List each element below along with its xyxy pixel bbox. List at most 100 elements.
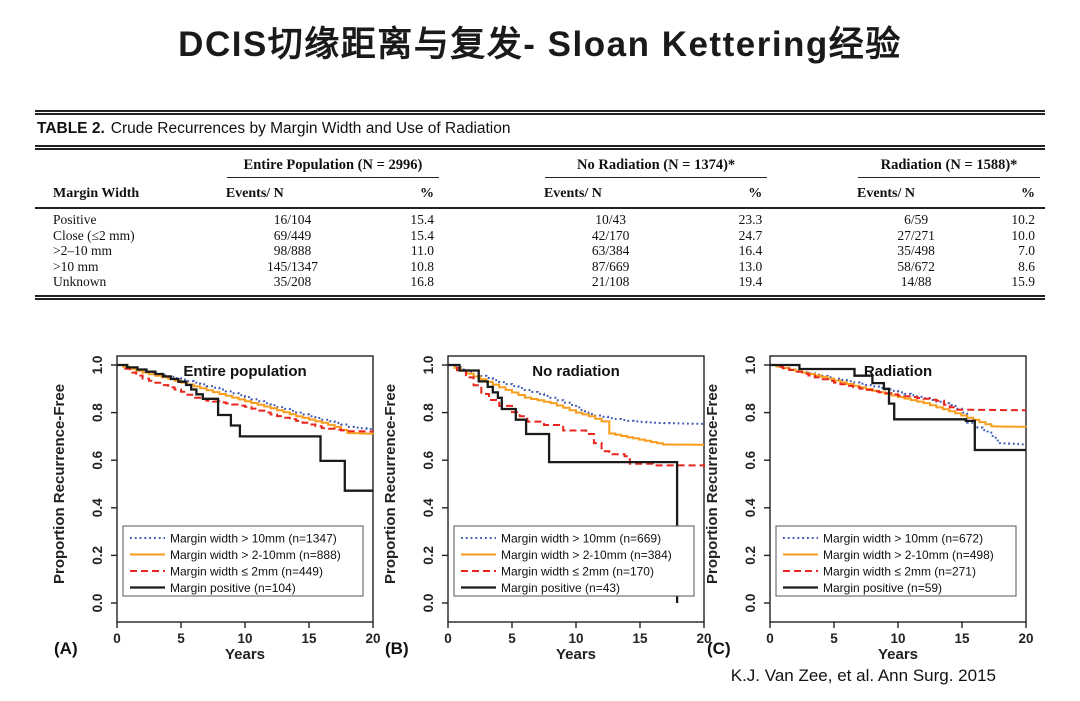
table-spacer (772, 275, 853, 295)
data-table: Entire Population (N = 2996) No Radiatio… (35, 150, 1045, 295)
table-row: >10 mm 145/1347 10.8 87/669 13.0 58/672 8.6 (35, 259, 1045, 275)
x-tick-label: 20 (1018, 631, 1033, 646)
y-tick-label: 0.0 (743, 594, 758, 613)
legend-label: Margin width > 10mm (n=669) (501, 532, 661, 546)
chart-title: Radiation (864, 363, 932, 380)
km-chart-C: 0.0 0.2 0.4 0.6 0.8 1.0 0 5 10 15 20 Radiation Propo… (704, 355, 1034, 663)
table-cell: 24.7 (738, 227, 763, 243)
y-tick-label: 0.8 (743, 403, 758, 422)
x-axis-label: Years (225, 646, 265, 663)
legend-label: Margin positive (n=43) (501, 581, 620, 595)
group-header-entire: Entire Population (N = 2996) (222, 150, 444, 179)
table-cell: 8.6 (1018, 258, 1035, 274)
y-tick-label: 1.0 (421, 356, 436, 375)
table-row: Positive 16/104 15.4 10/43 23.3 6/59 10.2 (35, 208, 1045, 228)
y-tick-label: 0.6 (90, 450, 105, 469)
km-curve (448, 364, 704, 446)
table-cell: 63/384 (591, 243, 630, 259)
table-group-header-row: Entire Population (N = 2996) No Radiatio… (35, 150, 1045, 179)
y-tick-label: 0.2 (743, 546, 758, 565)
x-axis-label: Years (556, 646, 596, 663)
table-cell: 27/271 (897, 227, 935, 243)
table-cell: 10.8 (410, 258, 435, 274)
y-tick-label: 0.2 (90, 546, 105, 565)
col-header-pct-3: % (979, 179, 1045, 209)
km-curve (448, 364, 705, 425)
x-tick-label: 10 (568, 631, 583, 646)
table-cell: 58/672 (897, 258, 935, 274)
x-tick-label: 5 (830, 631, 838, 646)
legend-box (775, 525, 1017, 597)
table-caption: TABLE 2. Crude Recurrences by Margin Widt… (35, 115, 1045, 150)
col-header-events-2: Events/ N (539, 179, 682, 209)
km-curve (448, 364, 705, 467)
table-cell: 145/1347 (267, 258, 319, 274)
legend-label: Margin width > 10mm (n=672) (823, 532, 983, 546)
col-header-pct-1: % (363, 179, 445, 209)
group-header-noradiation: No Radiation (N = 1374)* (540, 150, 772, 179)
table-cell: 15.4 (410, 227, 435, 243)
table-row: >2–10 mm 98/888 11.0 63/384 16.4 35/498 7.0 (35, 244, 1045, 260)
col-header-pct-2: % (681, 179, 773, 209)
y-tick-label: 0.8 (90, 403, 105, 422)
legend-label: Margin width > 2-10mm (n=384) (501, 548, 672, 562)
table-cell: 7.0 (1018, 243, 1035, 259)
legend-box (453, 525, 695, 597)
table-row: Unknown 35/208 16.8 21/108 19.4 14/88 15.9 (35, 275, 1045, 295)
table-cell: Unknown (53, 274, 107, 290)
citation: K.J. Van Zee, et al. Ann Surg. 2015 (730, 666, 996, 685)
table-spacer (444, 208, 540, 228)
legend-label: Margin width > 10mm (n=1347) (170, 532, 337, 546)
y-tick-label: 0.6 (421, 450, 436, 469)
table-cell: >2–10 mm (53, 243, 112, 259)
y-tick-label: 1.0 (743, 356, 758, 375)
table-cell: 23.3 (738, 212, 763, 227)
y-tick-label: 1.0 (90, 356, 105, 375)
panel-letter: (C) (707, 639, 731, 658)
table-spacer (444, 228, 540, 244)
x-tick-label: 20 (365, 631, 380, 646)
table-cell: 16/104 (273, 212, 312, 227)
legend-label: Margin width ≤ 2mm (n=170) (501, 565, 654, 579)
km-curve (770, 364, 1026, 412)
table-spacer (772, 208, 853, 228)
legend-label: Margin width > 2-10mm (n=888) (170, 548, 341, 562)
chart-title: No radiation (532, 363, 620, 380)
table-spacer (772, 228, 853, 244)
table-cell: 11.0 (410, 243, 435, 259)
x-tick-label: 15 (954, 631, 970, 646)
panel-letter: (A) (54, 639, 78, 658)
x-tick-label: 20 (696, 631, 711, 646)
col-header-events-3: Events/ N (853, 179, 980, 209)
table-cell: 87/669 (591, 258, 630, 274)
table-cell: 15.4 (410, 212, 435, 227)
km-panel-radiation: 0.0 0.2 0.4 0.6 0.8 1.0 0 5 10 15 20 Radiation Propo… (693, 340, 1038, 670)
table-cell: 35/208 (273, 274, 312, 290)
y-tick-label: 0.2 (421, 546, 436, 565)
x-axis-label: Years (878, 646, 918, 663)
y-tick-label: 0.4 (743, 498, 758, 517)
table-cell: 19.4 (738, 274, 763, 290)
x-tick-label: 15 (632, 631, 648, 646)
y-tick-label: 0.6 (743, 450, 758, 469)
table-cell: 14/88 (900, 274, 932, 290)
table-cell: 10.2 (1011, 212, 1035, 227)
table-spacer (772, 244, 853, 260)
table-caption-text: Crude Recurrences by Margin Width and Us… (110, 120, 511, 137)
km-curve (117, 363, 373, 492)
table-cell: 10/43 (595, 212, 627, 227)
table-cell: Close (≤2 mm) (53, 227, 135, 243)
y-tick-label: 0.0 (421, 594, 436, 613)
x-tick-label: 5 (508, 631, 516, 646)
table-spacer (444, 244, 540, 260)
table-row: Close (≤2 mm) 69/449 15.4 42/170 24.7 27/271 1… (35, 228, 1045, 244)
col-header-events-1: Events/ N (221, 179, 364, 209)
table-cell: Positive (53, 212, 97, 227)
km-curve (117, 364, 374, 433)
y-tick-label: 0.4 (90, 498, 105, 517)
table-cell: 10.0 (1011, 227, 1035, 243)
table-caption-label: TABLE 2. (37, 120, 105, 137)
col-header-margin-width: Margin Width (35, 179, 222, 209)
x-tick-label: 10 (890, 631, 905, 646)
table-spacer (444, 275, 540, 295)
